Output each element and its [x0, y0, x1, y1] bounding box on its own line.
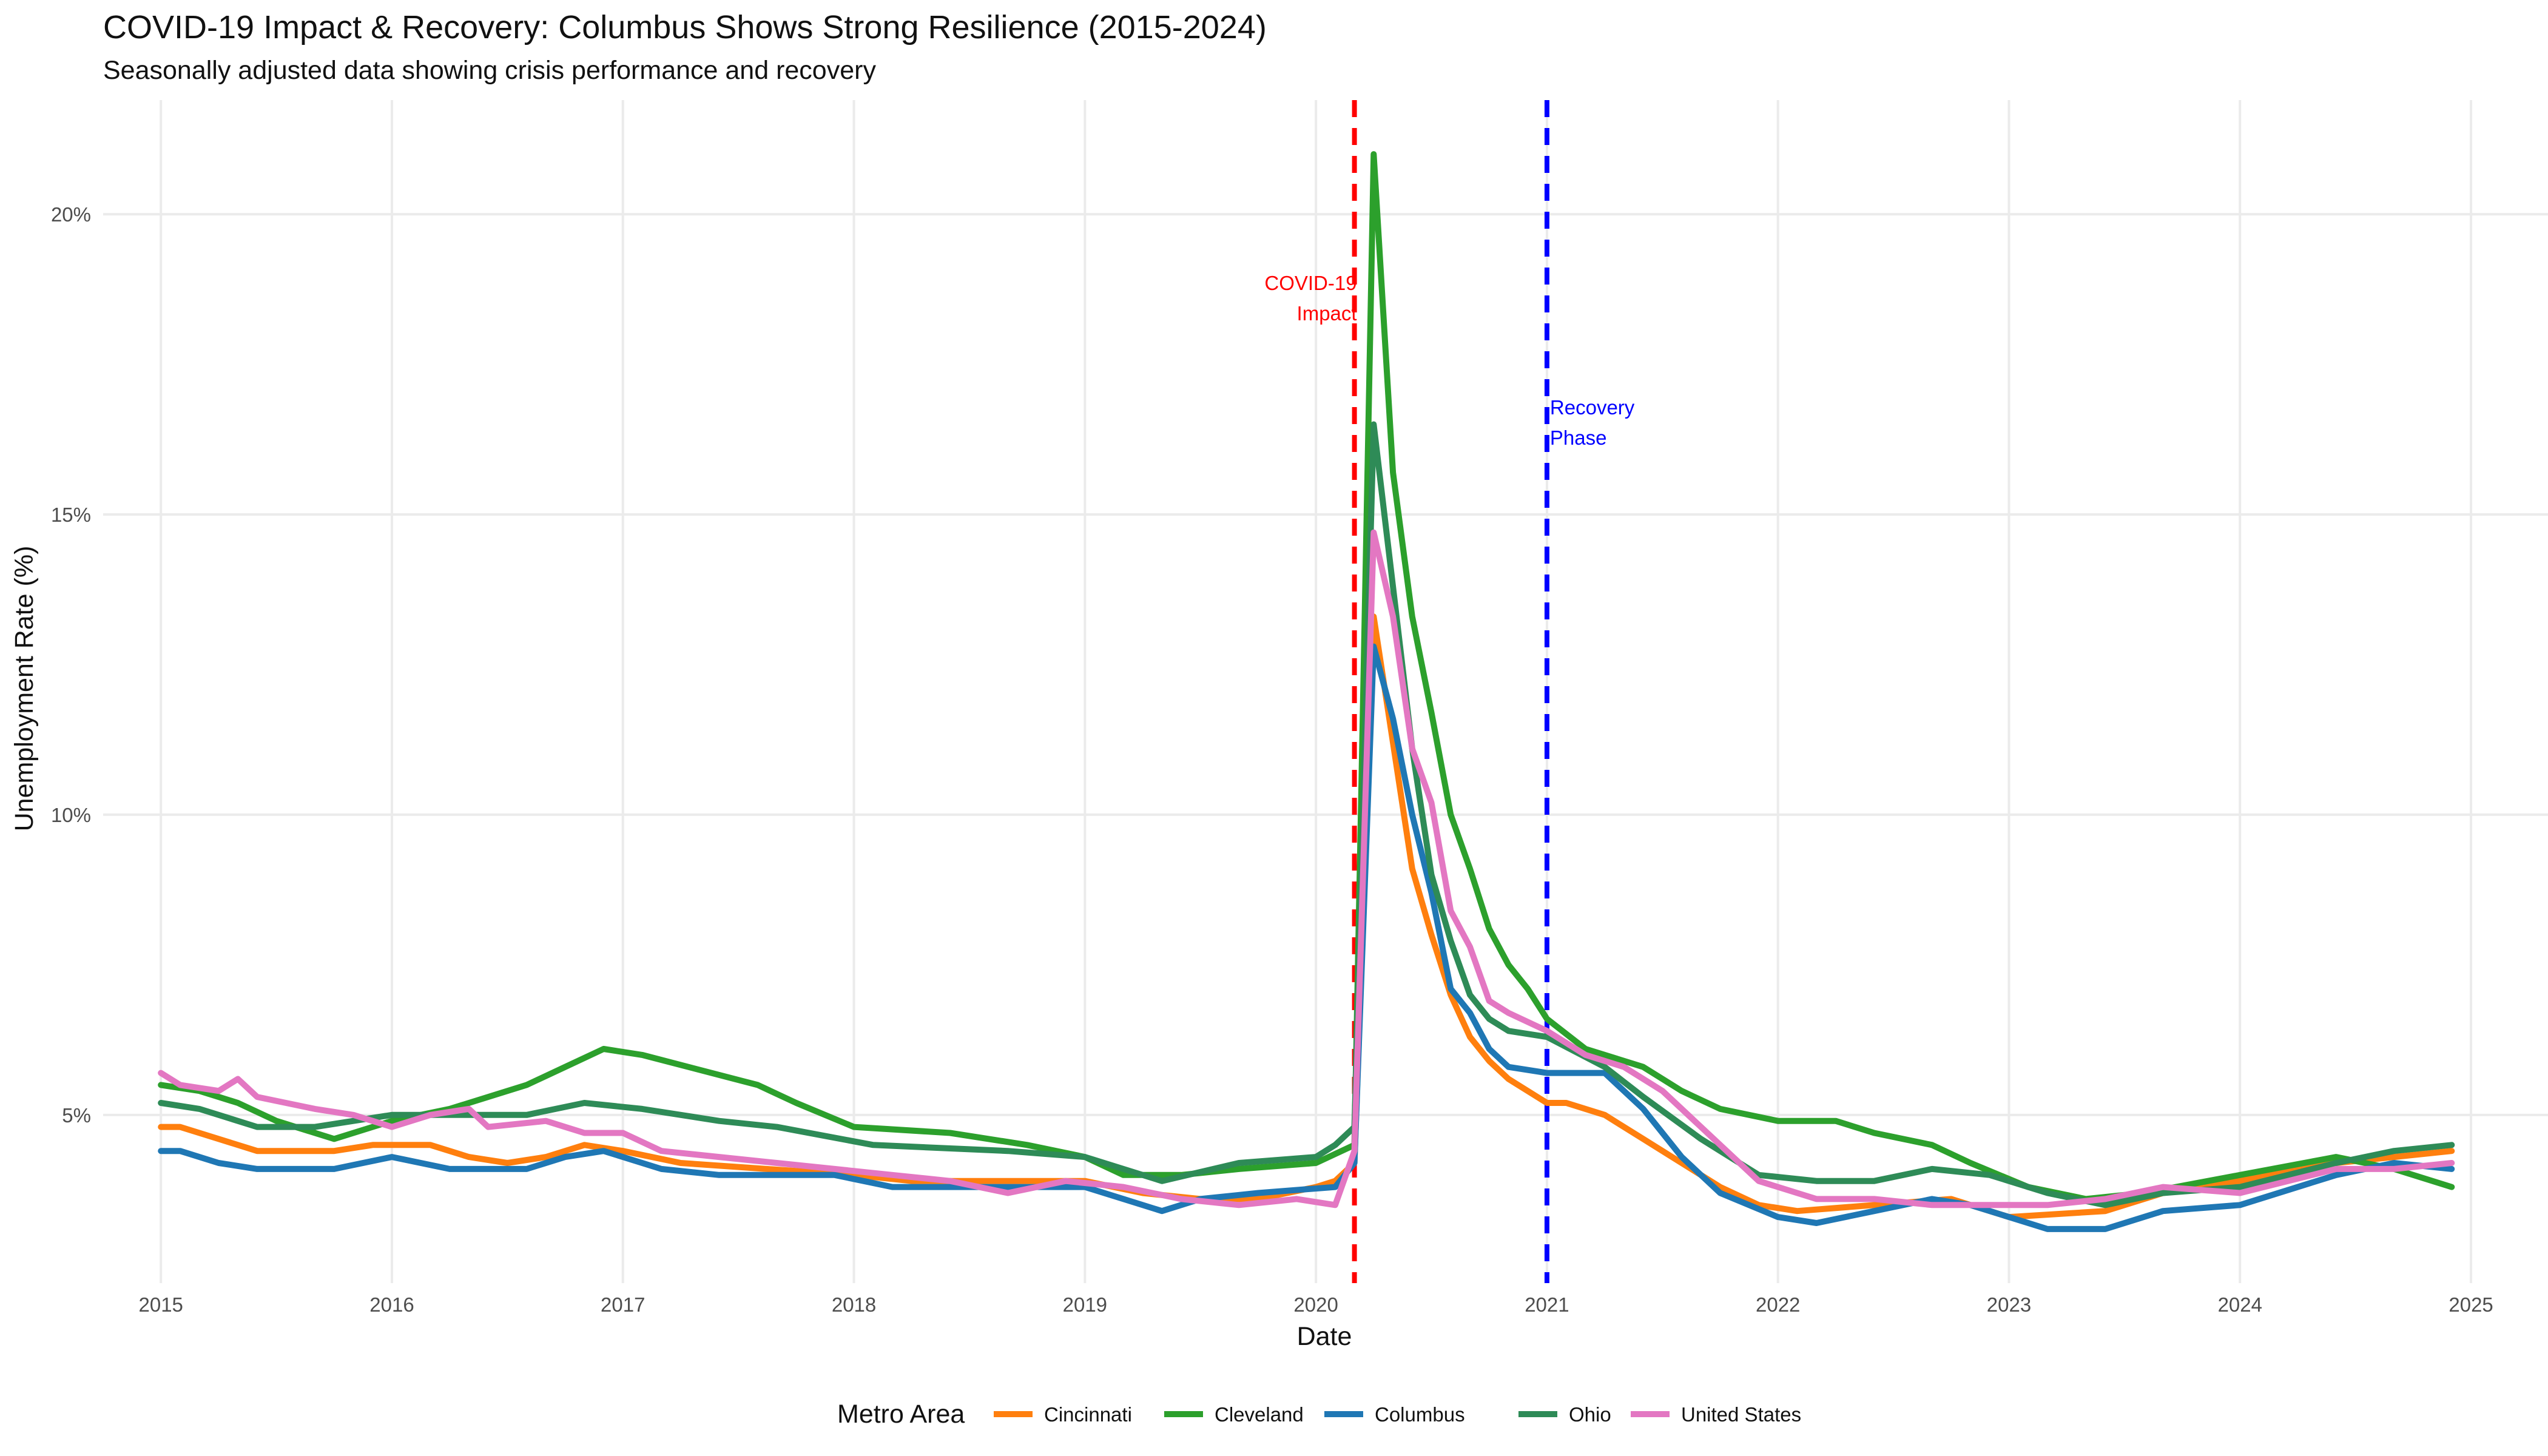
legend-label: Ohio	[1569, 1403, 1611, 1426]
series-line-cleveland	[158, 151, 2455, 1202]
series-line-columbus	[158, 643, 2455, 1232]
y-tick-label: 10%	[51, 804, 91, 826]
x-tick-label: 2024	[2218, 1293, 2262, 1316]
recovery-phase-label: Phase	[1550, 426, 1607, 449]
x-tick-label: 2017	[601, 1293, 645, 1316]
y-tick-label: 15%	[51, 504, 91, 526]
annotations: COVID-19 Impact Recovery Phase	[1264, 272, 1634, 449]
covid-impact-label: COVID-19	[1264, 272, 1357, 294]
x-tick-label: 2023	[1987, 1293, 2031, 1316]
y-tick-label: 5%	[62, 1104, 91, 1127]
data-series	[158, 151, 2455, 1232]
x-tick-label: 2022	[1756, 1293, 1800, 1316]
x-tick-label: 2015	[138, 1293, 183, 1316]
legend: Metro Area Cincinnati Cleveland Columbus Oh…	[837, 1400, 1801, 1429]
x-tick-label: 2021	[1525, 1293, 1569, 1316]
legend-label: United States	[1681, 1403, 1801, 1426]
legend-label: Cleveland	[1215, 1403, 1304, 1426]
axis-ticks: 2015 2016 2017 2018 2019 2020 2021 2022 2023 2024…	[51, 203, 2493, 1316]
legend-label: Cincinnati	[1044, 1403, 1132, 1426]
series-line-united-states	[158, 529, 2455, 1208]
x-tick-label: 2025	[2449, 1293, 2493, 1316]
x-tick-label: 2019	[1063, 1293, 1107, 1316]
x-tick-label: 2016	[369, 1293, 414, 1316]
recovery-phase-label: Recovery	[1550, 396, 1635, 419]
covid-impact-label: Impact	[1297, 302, 1357, 325]
x-tick-label: 2018	[832, 1293, 876, 1316]
legend-title: Metro Area	[837, 1400, 965, 1429]
x-axis-title: Date	[1297, 1322, 1352, 1351]
chart-title: COVID-19 Impact & Recovery: Columbus Sho…	[103, 9, 1267, 46]
y-tick-label: 20%	[51, 203, 91, 226]
x-tick-label: 2020	[1293, 1293, 1338, 1316]
chart-subtitle: Seasonally adjusted data showing crisis …	[103, 56, 876, 85]
legend-label: Columbus	[1375, 1403, 1465, 1426]
y-axis-title: Unemployment Rate (%)	[10, 546, 39, 832]
